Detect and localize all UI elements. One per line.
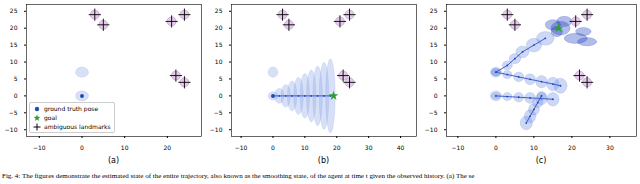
svg-text:−10: −10 <box>210 126 223 133</box>
svg-text:10: 10 <box>215 58 223 65</box>
svg-text:5: 5 <box>219 75 223 82</box>
svg-text:40: 40 <box>397 144 405 150</box>
svg-text:20: 20 <box>215 24 223 31</box>
svg-text:20: 20 <box>164 144 172 150</box>
svg-text:5: 5 <box>14 75 18 82</box>
html-text:(a): (a) <box>107 156 120 165</box>
svg-text:0: 0 <box>271 144 275 150</box>
svg-text:15: 15 <box>430 41 438 48</box>
svg-text:10: 10 <box>301 144 309 150</box>
html-text:(b): (b) <box>317 156 330 165</box>
svg-text:0: 0 <box>494 144 498 150</box>
svg-text:0: 0 <box>434 92 438 99</box>
svg-text:25: 25 <box>215 7 223 14</box>
html-text:goal: goal <box>44 114 57 121</box>
svg-text:−10: −10 <box>33 144 46 150</box>
svg-text:−10: −10 <box>425 126 438 133</box>
svg-text:15: 15 <box>215 41 223 48</box>
svg-text:10: 10 <box>10 58 18 65</box>
svg-text:10: 10 <box>430 58 438 65</box>
svg-text:−10: −10 <box>5 126 18 133</box>
svg-text:20: 20 <box>568 144 576 150</box>
svg-text:30: 30 <box>606 144 614 150</box>
html-text:Fig. 4: The figures demonstrat: Fig. 4: The figures demonstrate the esti… <box>2 172 475 180</box>
svg-text:20: 20 <box>430 24 438 31</box>
html-text:(c): (c) <box>535 156 547 165</box>
html-text:ground truth pose: ground truth pose <box>44 105 99 112</box>
svg-text:−5: −5 <box>429 109 438 116</box>
svg-text:0: 0 <box>14 92 18 99</box>
svg-text:25: 25 <box>430 7 438 14</box>
svg-text:−5: −5 <box>214 109 223 116</box>
svg-text:−10: −10 <box>235 144 248 150</box>
svg-text:0: 0 <box>219 92 223 99</box>
svg-text:0: 0 <box>80 144 84 150</box>
svg-text:5: 5 <box>434 75 438 82</box>
svg-text:20: 20 <box>333 144 341 150</box>
html-text:ambiguous landmarks: ambiguous landmarks <box>44 123 111 130</box>
svg-text:20: 20 <box>10 24 18 31</box>
svg-text:−5: −5 <box>9 109 18 116</box>
svg-text:15: 15 <box>10 41 18 48</box>
svg-text:25: 25 <box>10 7 18 14</box>
svg-text:10: 10 <box>121 144 129 150</box>
svg-text:10: 10 <box>530 144 538 150</box>
svg-text:−10: −10 <box>452 144 465 150</box>
svg-text:30: 30 <box>365 144 373 150</box>
